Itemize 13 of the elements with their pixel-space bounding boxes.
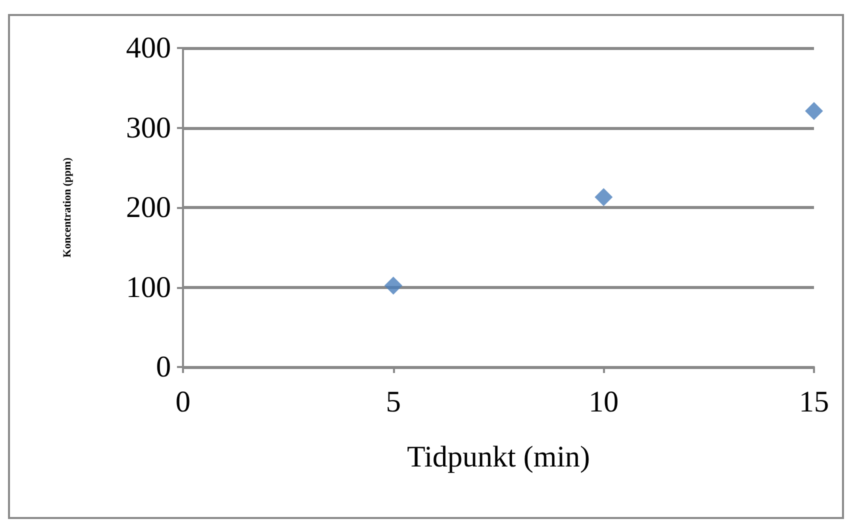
x-axis-title: Tidpunkt (min)	[406, 440, 590, 474]
y-tick-label: 200	[126, 191, 171, 224]
x-tick-label: 5	[386, 386, 401, 418]
point	[384, 276, 402, 295]
x-tick-label: 10	[588, 386, 619, 418]
x-tick-label: 15	[799, 386, 829, 418]
y-tick-label: 400	[126, 32, 171, 64]
y-axis-title: Koncentration (ppm)	[62, 157, 74, 258]
y-tick-label: 300	[126, 111, 171, 144]
point	[805, 102, 823, 120]
y-tick-label: 100	[126, 270, 171, 304]
y-tick-label: 0	[156, 350, 171, 384]
point	[594, 188, 613, 206]
